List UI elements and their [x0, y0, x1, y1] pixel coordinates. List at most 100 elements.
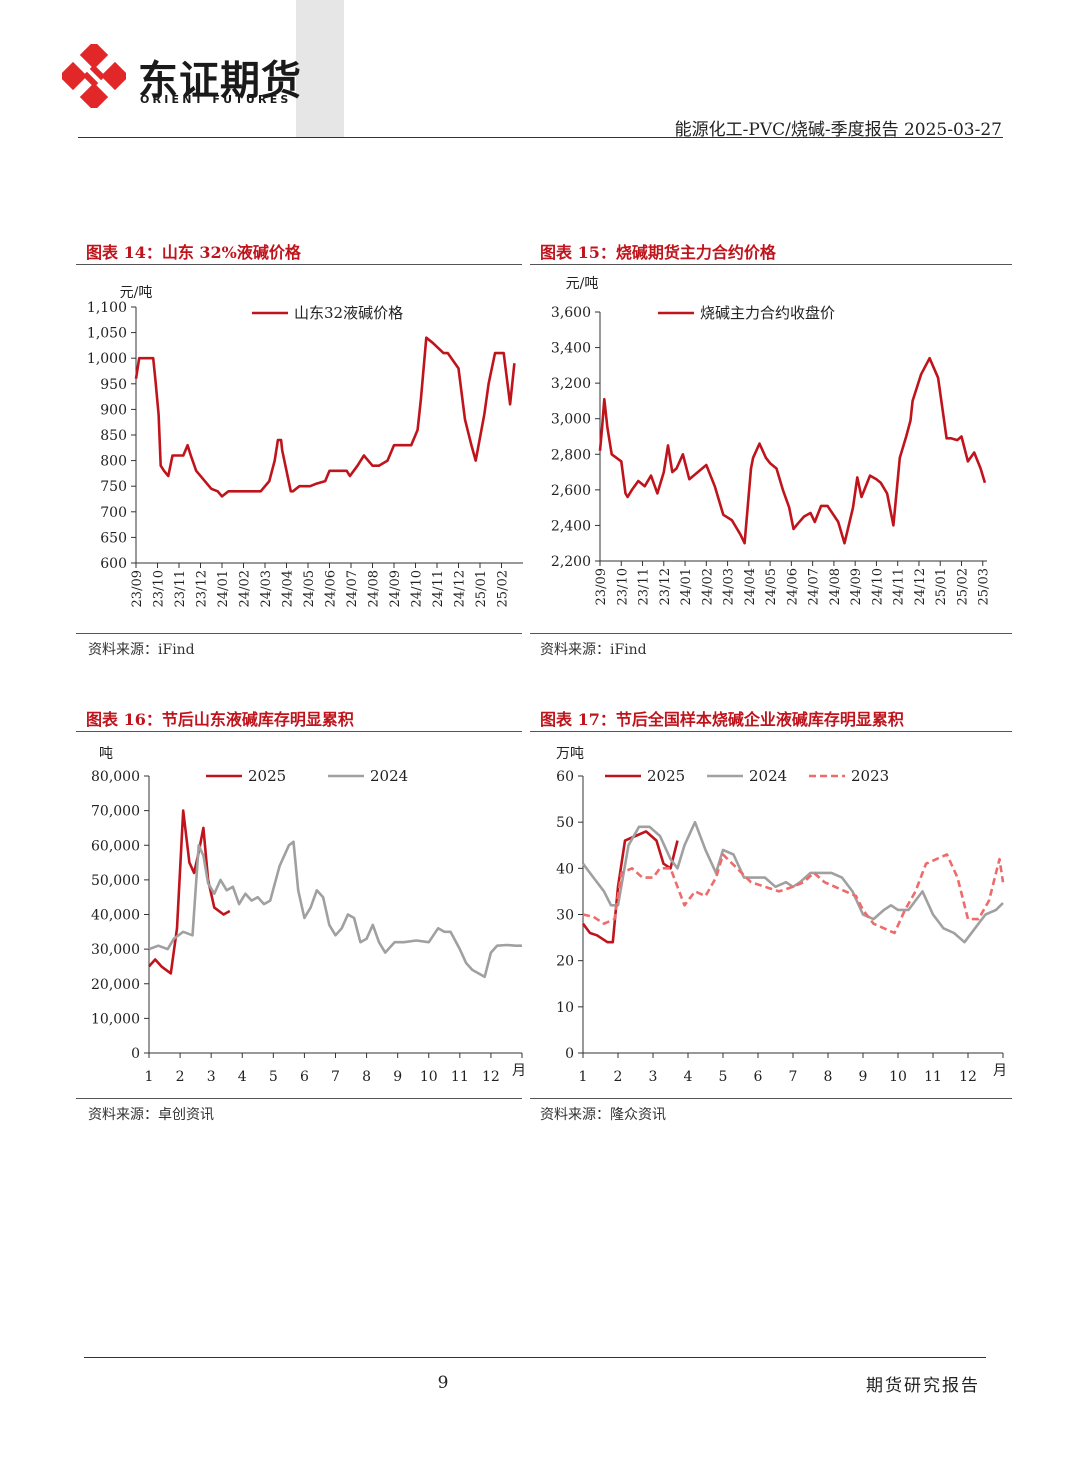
legend-label-2025: 2025 [647, 767, 685, 785]
orient-futures-logo-icon [62, 44, 126, 108]
y-tick-label: 2,800 [551, 447, 591, 463]
x-tick-label: 5 [269, 1069, 278, 1085]
chart-17-bottom-rule [530, 1098, 1012, 1099]
x-tick-label: 12 [482, 1069, 500, 1085]
y-tick-label: 40 [556, 861, 574, 877]
x-tick-label: 8 [362, 1069, 371, 1085]
series-line-烧碱主力合约收盘价 [598, 356, 987, 545]
y-tick-label: 2,200 [551, 554, 591, 570]
x-tick-label: 24/03 [722, 568, 737, 605]
legend-label-山东32液碱价格: 山东32液碱价格 [294, 304, 403, 322]
y-tick-label: 800 [100, 454, 127, 470]
x-tick-label: 24/04 [281, 570, 296, 607]
x-tick-label: 11 [451, 1069, 469, 1085]
x-tick-label: 24/11 [431, 570, 446, 607]
x-tick-label: 23/10 [615, 568, 630, 605]
x-tick-label: 24/03 [259, 570, 274, 607]
x-tick-label: 24/04 [743, 568, 758, 605]
chart-15-source: 资料来源：iFind [540, 642, 647, 658]
chart-15-plot: 元/吨 2,200 2,400 2,600 2,800 3,000 3,200 3,400 3… [551, 276, 992, 605]
x-tick-label: 8 [824, 1069, 833, 1085]
y-tick-label: 1,100 [87, 300, 127, 316]
y-tick-label: 750 [100, 479, 127, 495]
y-tick-label: 0 [131, 1046, 140, 1062]
footer-rule [84, 1357, 986, 1358]
y-tick-label: 1,000 [87, 351, 127, 367]
header-decor-bar [296, 0, 344, 138]
x-tick-label: 2 [614, 1069, 623, 1085]
x-tick-label: 6 [754, 1069, 763, 1085]
y-tick-label: 2,600 [551, 483, 591, 499]
y-tick-label: 650 [100, 530, 127, 546]
x-tick-label: 4 [684, 1069, 693, 1085]
x-tick-label: 25/01 [474, 570, 489, 607]
y-tick-label: 20,000 [91, 977, 140, 993]
y-tick-label: 950 [100, 377, 127, 393]
x-tick-label: 23/11 [173, 570, 188, 607]
x-tick-label: 24/09 [849, 568, 864, 605]
y-tick-label: 80,000 [91, 769, 140, 785]
legend-label-烧碱主力合约收盘价: 烧碱主力合约收盘价 [700, 304, 835, 322]
x-tick-label: 24/08 [828, 568, 843, 605]
x-tick-label: 10 [889, 1069, 907, 1085]
x-tick-label: 1 [579, 1069, 588, 1085]
x-tick-label: 3 [649, 1069, 658, 1085]
chart-16-title-rule [76, 731, 522, 732]
x-tick-label: 23/12 [195, 570, 210, 607]
series-line-2023 [582, 853, 1005, 935]
chart-16-title: 图表 16：节后山东液碱库存明显累积 [86, 710, 354, 729]
legend-label-2025: 2025 [248, 767, 286, 785]
x-tick-label: 1 [145, 1069, 154, 1085]
series-line-2024 [148, 840, 522, 979]
footer-label: 期货研究报告 [866, 1376, 980, 1396]
legend-label-2023: 2023 [851, 767, 889, 785]
y-tick-label: 850 [100, 428, 127, 444]
x-tick-label: 24/08 [367, 570, 382, 607]
x-tick-label: 24/12 [453, 570, 468, 607]
chart-16-bottom-rule [76, 1098, 522, 1099]
y-tick-label: 60 [556, 769, 574, 785]
y-tick-label: 3,200 [551, 376, 591, 392]
chart-14-unit: 元/吨 [120, 285, 153, 301]
x-tick-label: 25/03 [977, 568, 992, 605]
x-tick-label: 24/10 [870, 568, 885, 605]
x-tick-label: 3 [207, 1069, 216, 1085]
report-title: 能源化工-PVC/烧碱-季度报告 2025-03-27 [674, 120, 1002, 140]
y-tick-label: 60,000 [91, 838, 140, 854]
x-tick-label: 23/09 [594, 568, 609, 605]
chart-17-unit: 万吨 [556, 746, 584, 762]
chart-14-plot: 元/吨 600 650 700 750 800 850 900 950 1,000 1,050 1,… [87, 285, 523, 607]
chart-17-title: 图表 17：节后全国样本烧碱企业液碱库存明显累积 [540, 710, 904, 729]
x-tick-label: 24/02 [238, 570, 253, 607]
x-tick-label: 9 [859, 1069, 868, 1085]
x-tick-label: 24/12 [913, 568, 928, 605]
chart-15-title-rule [530, 264, 1012, 265]
x-tick-label: 25/01 [934, 568, 949, 605]
y-tick-label: 20 [556, 954, 574, 970]
y-tick-label: 2,400 [551, 518, 591, 534]
chart-16-unit: 吨 [99, 746, 113, 762]
chart-14-bottom-rule [76, 633, 522, 634]
series-line-山东32液碱价格 [134, 336, 516, 498]
chart-14-title: 图表 14：山东 32%液碱价格 [86, 243, 301, 262]
chart-15-title: 图表 15：烧碱期货主力合约价格 [540, 243, 776, 262]
y-tick-label: 900 [100, 402, 127, 418]
chart-16-plot: 吨 0 10,000 20,000 30,000 40,000 50,000 60,000 7… [91, 746, 526, 1085]
x-tick-label: 24/07 [345, 570, 360, 607]
y-tick-label: 40,000 [91, 908, 140, 924]
y-tick-label: 3,600 [551, 305, 591, 321]
x-tick-label: 24/01 [679, 568, 694, 605]
x-axis-unit: 月 [993, 1063, 1007, 1079]
x-axis-unit: 月 [512, 1063, 526, 1079]
brand-name-en: ORIENT FUTURES [140, 93, 292, 106]
y-tick-label: 50 [556, 815, 574, 831]
x-tick-label: 23/11 [637, 568, 652, 605]
y-tick-label: 10,000 [91, 1011, 140, 1027]
chart-15-bottom-rule [530, 633, 1012, 634]
x-tick-label: 24/06 [324, 570, 339, 607]
x-tick-label: 24/02 [700, 568, 715, 605]
x-tick-label: 7 [331, 1069, 340, 1085]
x-tick-label: 24/06 [785, 568, 800, 605]
brand-name-cn: 东证期货 [138, 58, 302, 104]
